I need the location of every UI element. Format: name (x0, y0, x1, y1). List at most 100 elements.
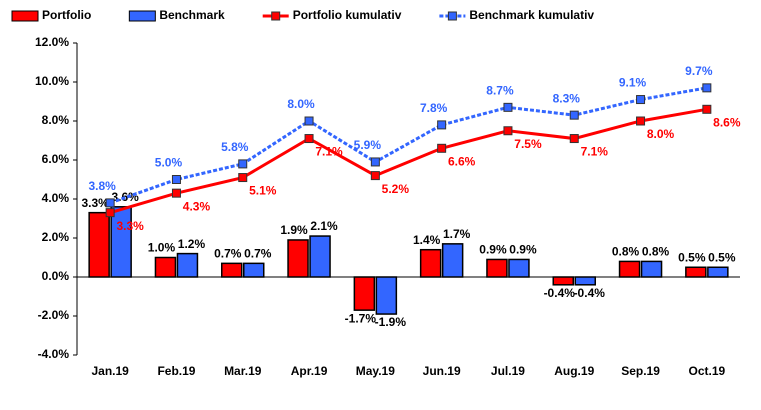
bar (287, 239, 309, 278)
bar (618, 260, 641, 278)
line-marker (702, 104, 712, 114)
legend-label: Benchmark kumulativ (469, 8, 594, 22)
bar (353, 276, 376, 311)
bar-label: -0.4% (574, 286, 606, 300)
bar (243, 262, 265, 278)
line-label: 5.2% (382, 182, 410, 196)
bar-label: -1.9% (375, 315, 407, 329)
line-label: 8.3% (553, 91, 581, 105)
line-marker (304, 134, 314, 144)
line-label: 8.7% (486, 84, 514, 98)
y-tick-label: 0.0% (42, 269, 70, 283)
legend-label: Portfolio kumulativ (293, 8, 402, 22)
bar-label: 0.9% (479, 243, 507, 257)
bar (375, 276, 398, 315)
bar-label: 0.5% (708, 250, 736, 264)
bar-label: -1.7% (345, 311, 377, 325)
y-tick-label: 10.0% (35, 74, 69, 88)
legend-label: Benchmark (159, 8, 225, 22)
line-marker (105, 208, 115, 218)
bar (88, 211, 110, 278)
y-tick-label: -2.0% (38, 308, 70, 322)
bar (707, 266, 729, 278)
bar (154, 256, 177, 278)
x-tick-label: Oct.19 (689, 364, 726, 378)
x-tick-label: May.19 (356, 364, 395, 378)
bar (110, 206, 132, 278)
line-label: 7.1% (581, 145, 609, 159)
bar-label: 1.4% (413, 233, 441, 247)
line-label: 7.5% (514, 137, 542, 151)
x-tick-label: Mar.19 (224, 364, 262, 378)
bar (419, 248, 442, 278)
line-marker (238, 173, 248, 183)
y-tick-label: -4.0% (38, 347, 70, 361)
line-label: 8.0% (647, 127, 675, 141)
legend-swatch (128, 10, 156, 22)
bar-label: 2.1% (310, 219, 338, 233)
bar (309, 235, 331, 278)
line-marker (636, 95, 646, 105)
line-label: 8.0% (287, 97, 315, 111)
line-marker (636, 116, 646, 126)
bar-label: 0.7% (244, 247, 272, 261)
bar-label: 0.7% (214, 247, 242, 261)
bar-label: -0.4% (544, 286, 576, 300)
bar-label: 0.5% (678, 250, 706, 264)
line-marker (370, 157, 380, 167)
x-tick-label: Sep.19 (621, 364, 660, 378)
line-marker (702, 83, 712, 93)
y-tick-label: 12.0% (35, 35, 69, 49)
line-marker (569, 110, 579, 120)
line-marker (503, 102, 513, 112)
bar (574, 276, 596, 286)
line-label: 9.1% (619, 76, 647, 90)
line (109, 107, 708, 215)
bar-label: 1.9% (280, 223, 308, 237)
line-label: 3.3% (116, 219, 144, 233)
bar-label: 3.3% (81, 196, 109, 210)
x-tick-label: Feb.19 (157, 364, 195, 378)
y-tick-label: 8.0% (42, 113, 70, 127)
legend-swatch (447, 11, 457, 21)
bar (486, 258, 508, 278)
legend-swatch (271, 11, 281, 21)
bar (640, 260, 663, 278)
line-marker (171, 188, 181, 198)
x-tick-label: Jul.19 (491, 364, 525, 378)
x-tick-label: Jun.19 (423, 364, 461, 378)
line-marker (304, 116, 314, 126)
bar (176, 252, 199, 278)
x-tick-label: Aug.19 (554, 364, 594, 378)
line-marker (370, 171, 380, 181)
bar (221, 262, 243, 278)
bar-label: 0.8% (642, 245, 670, 259)
line-label: 3.8% (88, 179, 116, 193)
line-marker (437, 120, 447, 130)
bar-label: 1.0% (148, 241, 176, 255)
line-label: 5.0% (155, 156, 183, 170)
y-tick-label: 4.0% (42, 191, 70, 205)
x-tick-label: Apr.19 (291, 364, 328, 378)
y-tick-label: 6.0% (42, 152, 70, 166)
line-marker (105, 198, 115, 208)
line-marker (437, 143, 447, 153)
legend-swatch (11, 10, 39, 22)
line-label: 5.1% (249, 184, 277, 198)
bar (685, 266, 707, 278)
line (109, 86, 708, 205)
bar (441, 243, 464, 278)
line-label: 5.9% (354, 138, 382, 152)
line-label: 7.1% (315, 145, 343, 159)
legend-label: Portfolio (42, 8, 91, 22)
line-marker (569, 134, 579, 144)
line-label: 6.6% (448, 154, 476, 168)
x-tick-label: Jan.19 (91, 364, 129, 378)
line-label: 7.8% (420, 101, 448, 115)
bar (508, 258, 530, 278)
bar-label: 0.8% (612, 245, 640, 259)
bar (552, 276, 574, 286)
line-marker (171, 175, 181, 184)
